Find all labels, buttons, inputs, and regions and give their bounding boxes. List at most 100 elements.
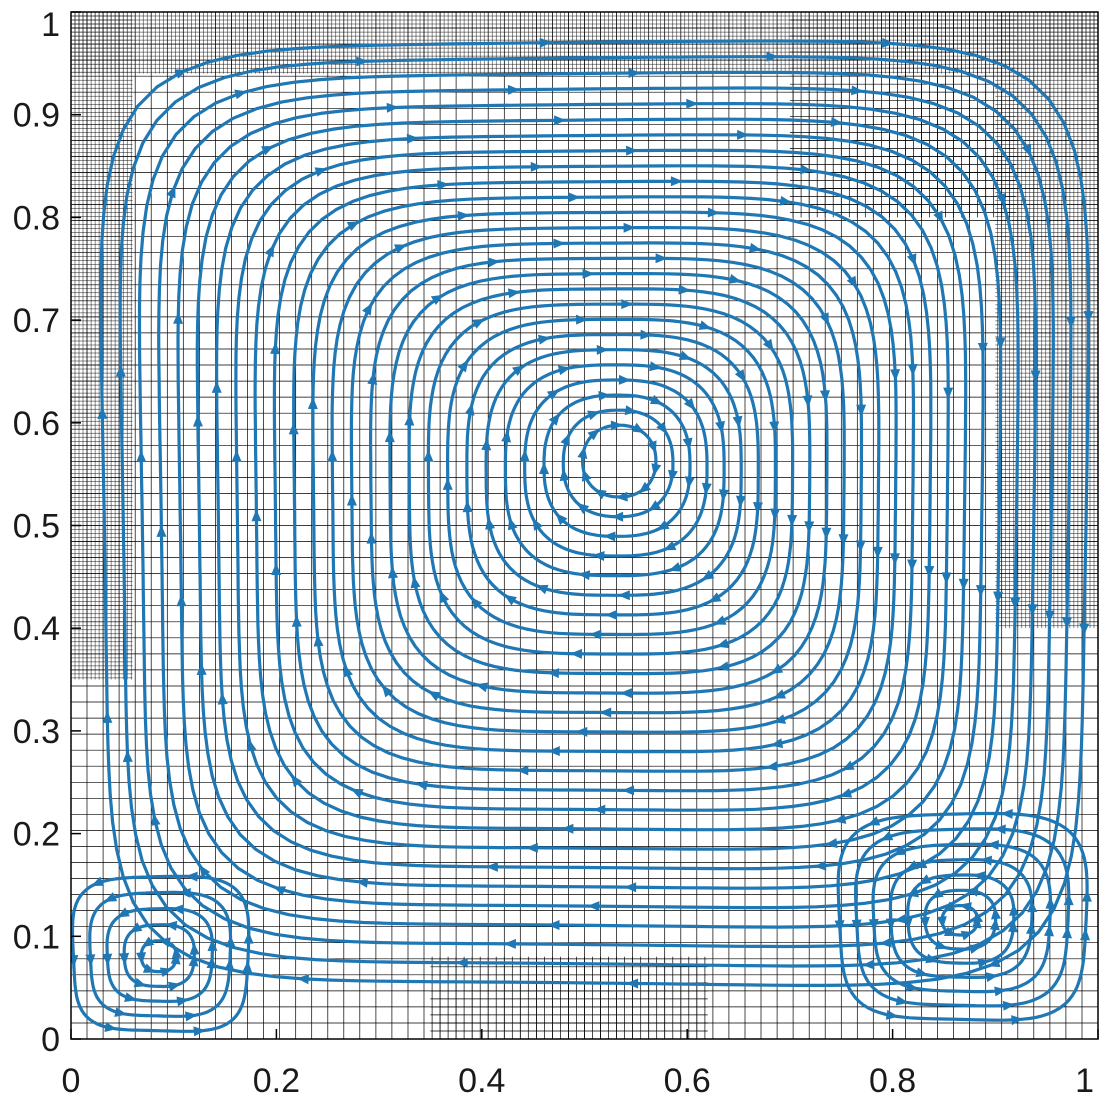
streamline-arrow <box>735 495 746 508</box>
streamline-arrow <box>596 344 609 355</box>
streamline-arrow <box>649 394 663 405</box>
mesh-layer <box>71 12 1098 1039</box>
streamline-arrow <box>206 956 217 969</box>
streamline-arrow <box>762 338 774 352</box>
streamline-arrow <box>686 98 699 109</box>
streamline-arrow <box>943 926 957 937</box>
x-tick-label: 1 <box>1075 1062 1094 1098</box>
streamline-arrow <box>1044 924 1055 937</box>
streamline-arrow <box>930 888 944 899</box>
streamline-arrow <box>638 481 652 494</box>
streamline-arrow <box>1002 1000 1016 1011</box>
streamline-arrow <box>576 314 589 325</box>
streamline-arrow <box>610 420 623 431</box>
streamline-arrow <box>977 958 991 968</box>
streamline-arrow <box>934 939 948 950</box>
streamline-arrow <box>986 839 999 850</box>
streamline-arrow <box>851 919 862 932</box>
streamline-arrow <box>525 842 538 853</box>
streamline-arrow <box>133 977 147 988</box>
streamline-arrow <box>512 365 525 376</box>
streamline-arrow <box>737 129 750 140</box>
streamline-arrow <box>246 738 257 752</box>
streamline-arrow <box>640 329 653 340</box>
streamline-arrow <box>682 437 693 451</box>
streamline-arrow <box>708 592 722 603</box>
streamline-arrow <box>85 954 96 967</box>
streamline-arrow <box>243 931 254 944</box>
streamline-arrow <box>211 380 222 393</box>
streamline-arrow <box>906 253 917 267</box>
streamline-arrow <box>114 1007 128 1017</box>
streamline-arrow <box>577 446 588 459</box>
streamline-arrow <box>752 502 763 515</box>
streamline-arrow <box>1011 1015 1024 1026</box>
streamline-arrow <box>553 238 566 249</box>
streamline-arrow <box>346 221 360 232</box>
streamline-arrow <box>924 565 935 578</box>
streamline-arrow <box>575 726 588 737</box>
streamline-arrow <box>879 937 892 948</box>
streamline-arrow <box>196 662 207 676</box>
streamline-arrow <box>1065 316 1076 329</box>
y-tick-label: 0.5 <box>13 508 60 546</box>
streamline-arrow <box>217 692 228 705</box>
streamline-arrow <box>1063 893 1074 906</box>
streamline-arrow <box>649 361 662 372</box>
streamline-arrow <box>626 145 639 156</box>
streamline-arrow <box>507 84 520 95</box>
streamline-arrow <box>343 664 353 678</box>
streamline-arrow <box>119 952 130 966</box>
streamline-arrow <box>546 389 560 401</box>
streamline-arrow <box>1081 889 1092 902</box>
streamline-arrow <box>628 68 641 79</box>
streamline-arrow <box>804 521 815 534</box>
streamline-arrow <box>116 907 130 918</box>
streamline-arrow <box>457 359 469 373</box>
streamline-arrow <box>388 566 398 579</box>
streamline-arrow <box>1000 808 1013 819</box>
streamline-arrow <box>718 489 729 502</box>
streamline-arrow <box>519 449 530 462</box>
streamline-arrow <box>918 874 932 885</box>
streamline-arrow <box>355 877 369 888</box>
streamline-arrow <box>623 222 636 233</box>
streamline-arrow <box>881 37 895 48</box>
streamline-arrow <box>159 967 173 978</box>
primary-streamline <box>561 408 675 519</box>
streamline-arrow <box>769 421 780 434</box>
streamline-arrow <box>288 422 299 435</box>
primary-streamline <box>465 332 760 617</box>
y-axis: 0 0.1 0.2 0.3 0.4 0.5 0.6 0.7 0.8 0.9 1 <box>13 6 81 1059</box>
streamline-arrow <box>972 871 986 882</box>
streamline-arrow <box>618 374 631 385</box>
streamline-arrow <box>91 876 105 887</box>
streamline-arrow <box>765 761 778 772</box>
streamline-arrow <box>994 986 1007 997</box>
y-tick-label: 0.1 <box>13 918 60 956</box>
x-tick-label: 0.2 <box>253 1062 300 1098</box>
streamline-arrow <box>539 462 550 475</box>
streamline-arrow <box>846 275 857 289</box>
streamline-arrow <box>856 404 867 417</box>
streamline-arrow <box>701 482 712 496</box>
streamline-arrow <box>532 517 543 531</box>
mesh-level-4 <box>430 956 708 1039</box>
streamline-arrow <box>989 917 1000 931</box>
streamline-layer <box>71 37 1094 1037</box>
streamline-arrow <box>485 517 496 530</box>
streamline-arrow <box>381 684 394 698</box>
streamline-arrow <box>124 992 137 1002</box>
streamline-arrow <box>943 387 954 400</box>
streamline-arrow <box>987 957 1001 968</box>
streamline-arrow <box>748 242 762 253</box>
streamline-arrow <box>960 930 974 941</box>
streamline-arrow <box>455 957 468 968</box>
streamline-arrow <box>350 788 364 799</box>
streamline-arrow <box>122 749 133 763</box>
streamline-arrow <box>71 954 79 968</box>
streamline-arrow <box>968 944 982 955</box>
streamline-arrow <box>485 861 498 872</box>
y-tick-label: 0.7 <box>13 302 60 340</box>
